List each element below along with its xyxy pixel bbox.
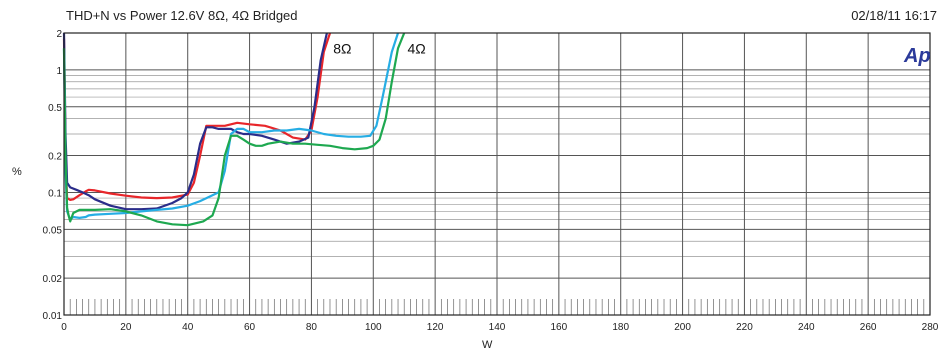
x-tick-label: 220 — [736, 322, 753, 333]
series-line-1 — [62, 32, 332, 201]
y-tick-label: 0.02 — [43, 274, 63, 285]
series-line-2 — [62, 32, 328, 211]
y-tick-label: 1 — [56, 66, 62, 77]
chart-timestamp: 02/18/11 16:17 — [851, 8, 937, 23]
x-tick-label: 240 — [798, 322, 815, 333]
y-axis-label: % — [12, 166, 22, 178]
x-tick-label: 180 — [612, 322, 629, 333]
ap-logo: Ap — [903, 45, 931, 67]
y-tick-label: 0.2 — [48, 152, 62, 163]
y-tick-label: 0.5 — [48, 103, 62, 114]
curve-annotation: 8Ω — [333, 40, 351, 56]
series-line-4 — [62, 32, 406, 227]
curve-annotation: 4Ω — [407, 40, 425, 56]
x-tick-label: 60 — [244, 322, 256, 333]
x-tick-label: 160 — [551, 322, 568, 333]
x-tick-label: 200 — [674, 322, 691, 333]
series-line-3 — [62, 32, 400, 221]
x-tick-label: 260 — [860, 322, 877, 333]
x-tick-label: 80 — [306, 322, 318, 333]
chart-title: THD+N vs Power 12.6V 8Ω, 4Ω Bridged — [66, 8, 298, 23]
y-tick-label: 0.1 — [48, 188, 62, 199]
y-tick-label: 2 — [56, 29, 62, 40]
y-tick-label: 0.05 — [43, 225, 63, 236]
x-tick-label: 20 — [120, 322, 132, 333]
x-tick-label: 100 — [365, 322, 382, 333]
x-tick-label: 40 — [182, 322, 194, 333]
y-tick-label: 0.01 — [43, 311, 63, 322]
x-tick-label: 280 — [922, 322, 939, 333]
x-tick-label: 140 — [489, 322, 506, 333]
x-axis-label: W — [482, 339, 493, 351]
x-tick-label: 0 — [61, 322, 67, 333]
x-tick-label: 120 — [427, 322, 444, 333]
